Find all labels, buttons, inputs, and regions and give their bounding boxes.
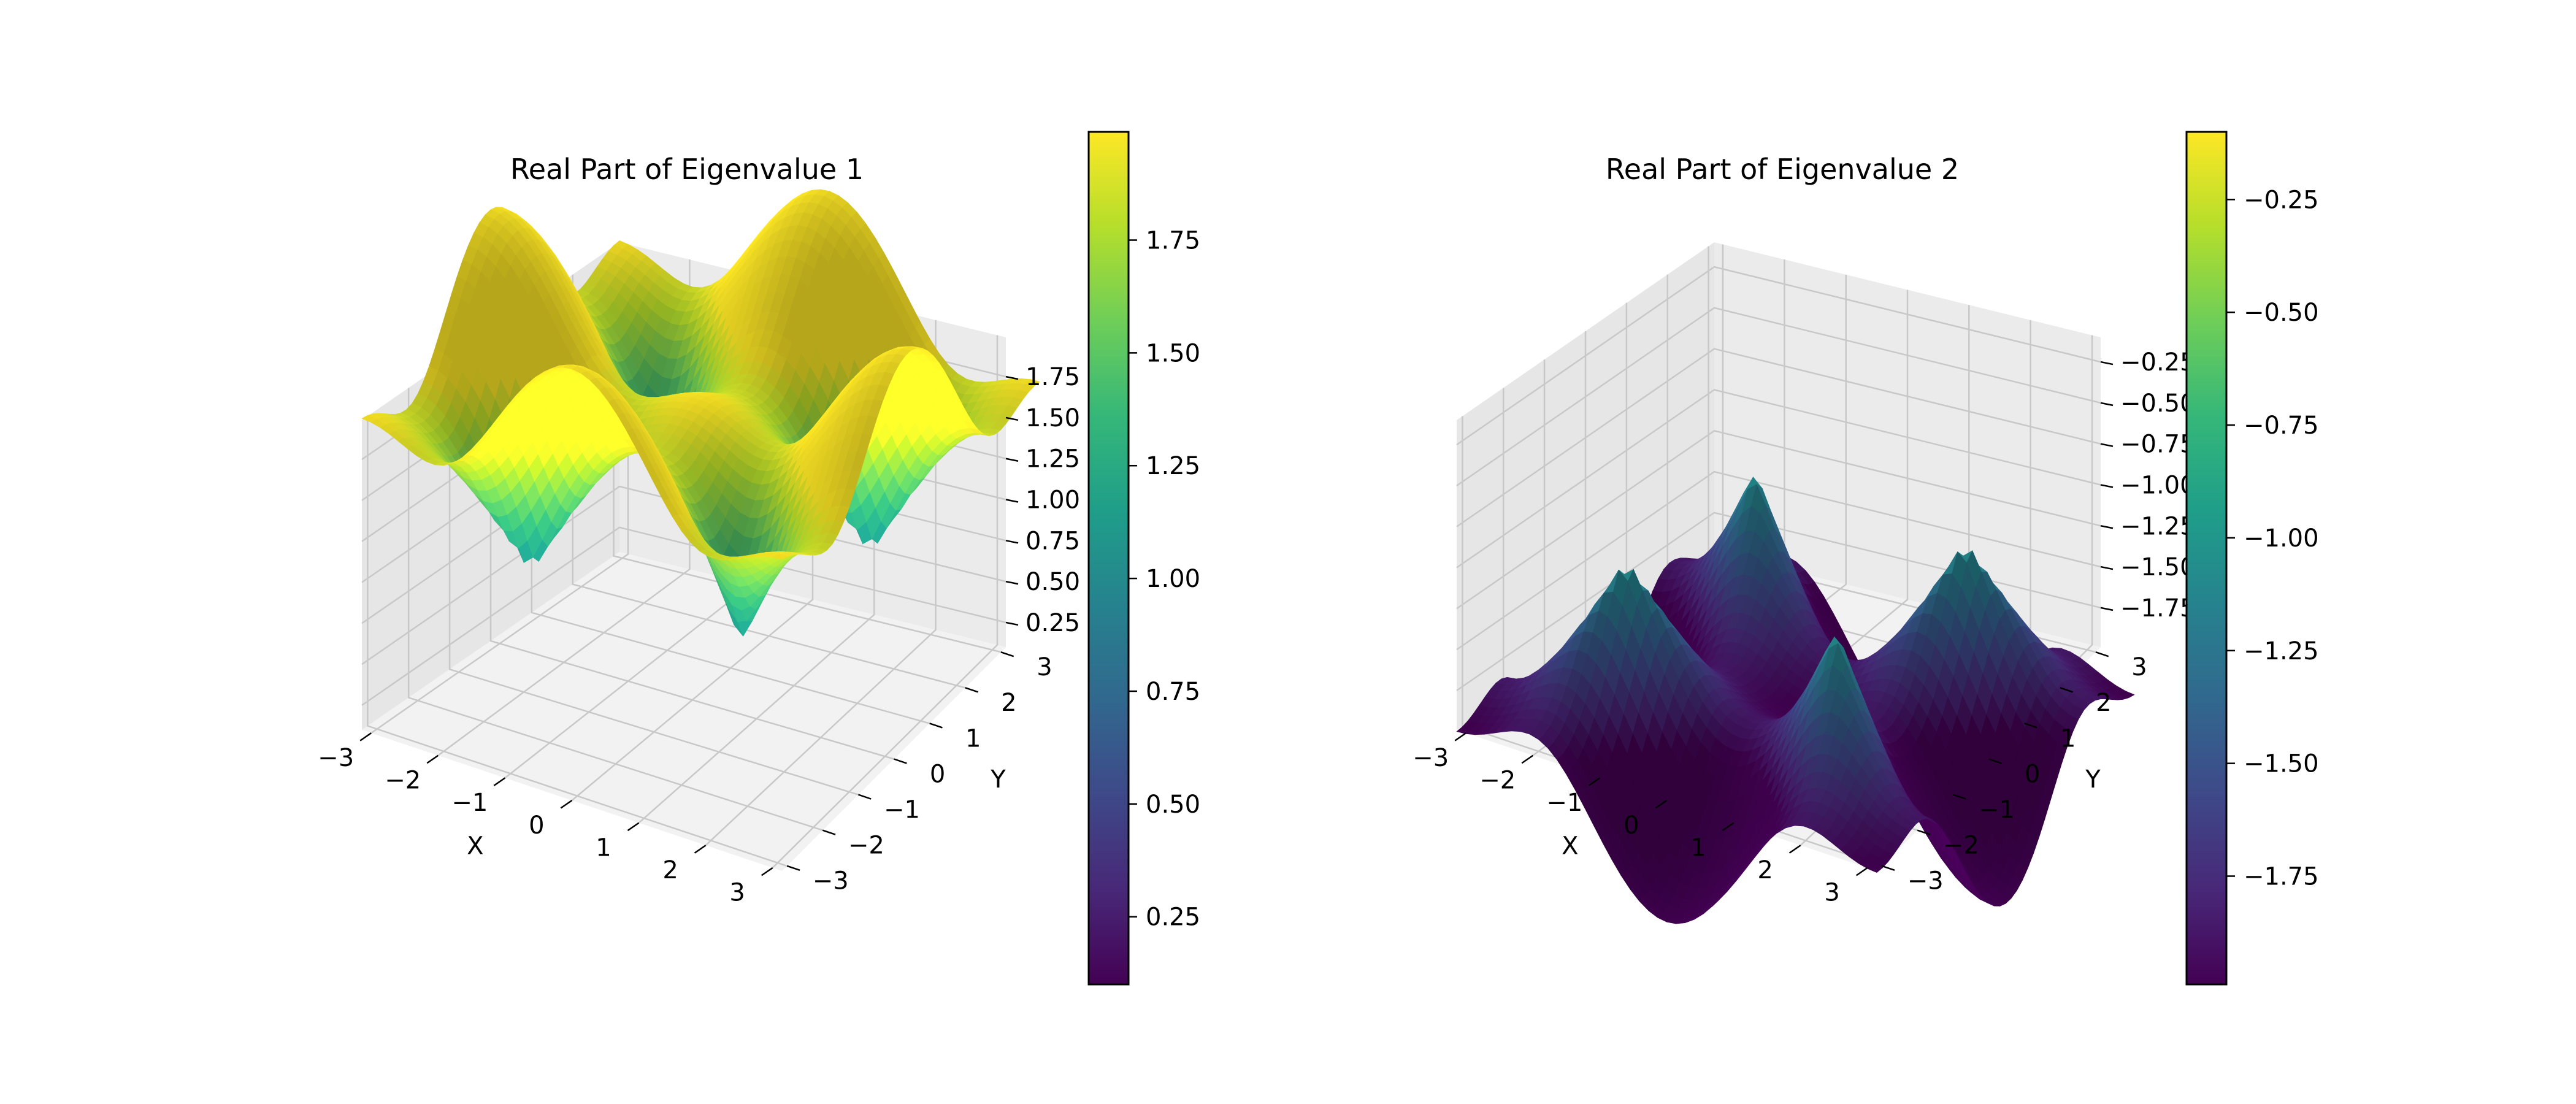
y-tick-label: 3 xyxy=(2131,653,2147,681)
x-tick-label: 3 xyxy=(1824,879,1839,907)
x-tick-label: −1 xyxy=(451,789,488,817)
x-tick-label: −1 xyxy=(1546,789,1582,817)
colorbar-tick-label: −1.25 xyxy=(2244,637,2319,665)
y-tick-label: −1 xyxy=(1979,795,2015,824)
x-tick-label: 0 xyxy=(529,811,544,840)
x-tick-label: −2 xyxy=(1479,767,1516,795)
x-axis-label: X xyxy=(467,832,483,861)
z-tick-label: −0.50 xyxy=(2120,389,2196,418)
z-gridline xyxy=(361,526,1006,706)
z-tick-label: 0.25 xyxy=(1025,609,1080,637)
z-tick-label: −0.25 xyxy=(2120,348,2196,377)
colorbar-tick-label: −1.50 xyxy=(2244,750,2319,778)
x-axis-label: X xyxy=(1562,832,1578,861)
colorbar-tick-label: 1.50 xyxy=(1146,339,1200,367)
colorbar-tick-label: 0.25 xyxy=(1146,903,1200,932)
x-tick-label: 2 xyxy=(1757,856,1773,884)
z-tick-label: −1.00 xyxy=(2120,471,2196,499)
colorbar-tick-label: 0.75 xyxy=(1146,678,1200,706)
z-tick-label: −0.75 xyxy=(2120,431,2196,459)
chart-title: Real Part of Eigenvalue 1 xyxy=(510,153,864,186)
y-tick-label: −2 xyxy=(1943,832,1979,860)
y-tick-label: −1 xyxy=(884,795,920,824)
chart-title: Real Part of Eigenvalue 2 xyxy=(1606,153,1959,186)
z-tick-label: 1.50 xyxy=(1025,404,1080,432)
y-gridline xyxy=(407,388,823,831)
z-tick-label: −1.75 xyxy=(2120,594,2196,623)
z-tick-label: 0.75 xyxy=(1025,527,1080,555)
y-axis-label: Y xyxy=(2085,765,2101,794)
colorbar-tick-label: −1.00 xyxy=(2244,524,2319,553)
z-gridline xyxy=(361,485,1006,665)
colorbar-tick-label: 1.25 xyxy=(1146,452,1200,480)
z-tick-label: 1.25 xyxy=(1025,445,1080,473)
z-tick-label: −1.50 xyxy=(2120,553,2196,581)
z-tick-label: 0.50 xyxy=(1025,568,1080,596)
y-tick-label: −3 xyxy=(813,867,849,895)
colorbar-tick-label: 1.75 xyxy=(1146,227,1200,255)
colorbar-gradient xyxy=(2185,131,2228,986)
colorbar-tick-label: −1.75 xyxy=(2244,862,2319,891)
y-tick-label: 3 xyxy=(1037,653,1052,681)
y-tick-label: 1 xyxy=(965,724,981,753)
y-tick-label: 2 xyxy=(1001,689,1016,717)
x-tick-label: −2 xyxy=(385,767,421,795)
x-tick-label: −3 xyxy=(318,744,354,772)
y-tick-label: 0 xyxy=(930,760,945,788)
colorbar-gradient xyxy=(1087,131,1130,986)
y-tick-label: −3 xyxy=(1907,867,1944,895)
z-tick-label: 1.75 xyxy=(1025,363,1080,391)
colorbar-tick-label: 0.50 xyxy=(1146,791,1200,819)
z-tick-label: −1.25 xyxy=(2120,512,2196,540)
y-tick-label: 1 xyxy=(2060,724,2076,753)
colorbar-tick-label: 1.00 xyxy=(1146,565,1200,593)
x-gridline xyxy=(772,335,999,868)
colorbar-tick-label: −0.75 xyxy=(2244,412,2319,440)
x-tick-label: −3 xyxy=(1413,744,1449,772)
y-tick-label: 2 xyxy=(2096,689,2111,717)
subplot-eigenvalue-1: Real Part of Eigenvalue 1 −3−2−10123X−3−… xyxy=(318,131,1200,986)
x-tick-label: 1 xyxy=(1690,834,1706,862)
z-tick-label: 1.00 xyxy=(1025,486,1080,515)
y-tick-label: −2 xyxy=(848,832,884,860)
colorbar-tick-label: −0.50 xyxy=(2244,299,2319,327)
y-axis-label: Y xyxy=(990,765,1006,794)
y-gridline xyxy=(367,416,788,867)
axes-3d: −3−2−10123X−3−2−10123Y0.250.500.751.001.… xyxy=(318,189,1080,907)
x-tick-label: 2 xyxy=(662,856,678,884)
surface xyxy=(361,189,1040,637)
x-tick-label: 3 xyxy=(729,879,745,907)
x-tick-label: 1 xyxy=(596,834,611,862)
y-tick-label: 0 xyxy=(2025,760,2040,788)
colorbar-tick-label: −0.25 xyxy=(2244,186,2319,214)
x-tick-label: 0 xyxy=(1623,811,1639,840)
